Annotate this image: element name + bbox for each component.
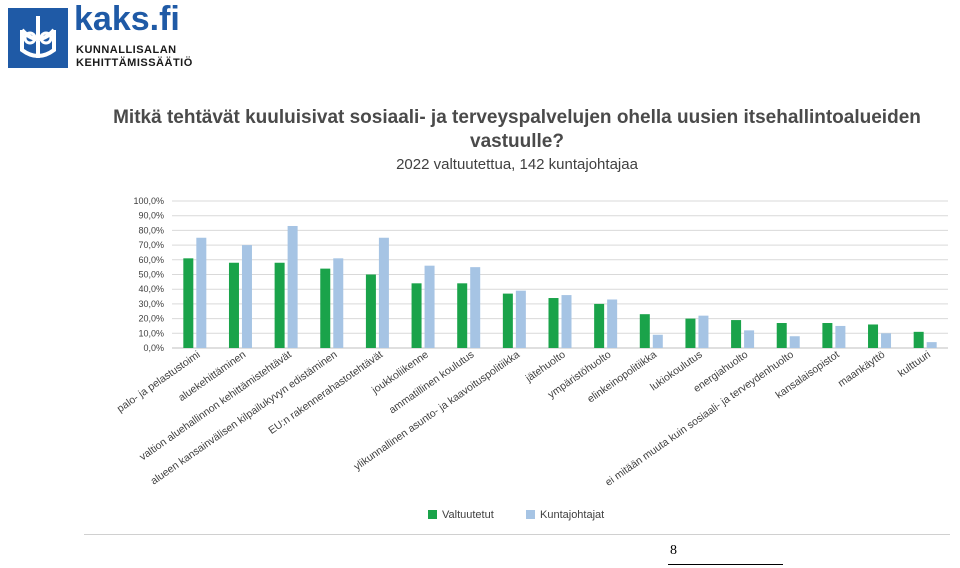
- bar-kuntajohtajat: [652, 334, 663, 348]
- bar-kuntajohtajat: [789, 336, 800, 348]
- bar-kuntajohtajat: [744, 330, 755, 348]
- chart-subtitle: 2022 valtuutettua, 142 kuntajohtajaa: [396, 156, 638, 173]
- legend-label: Valtuutetut: [442, 509, 494, 521]
- page-number-rule: [668, 564, 783, 565]
- bar-kuntajohtajat: [561, 295, 572, 348]
- bar-valtuutetut: [274, 262, 285, 348]
- bar-valtuutetut: [320, 268, 331, 348]
- bar-kuntajohtajat: [424, 265, 435, 348]
- bar-valtuutetut: [868, 324, 879, 348]
- bar-kuntajohtajat: [607, 299, 618, 348]
- y-tick-label: 20,0%: [138, 314, 164, 324]
- y-tick-label: 50,0%: [138, 270, 164, 280]
- x-category-label: maankäyttö: [836, 349, 887, 390]
- y-tick-label: 100,0%: [133, 196, 164, 206]
- bar-kuntajohtajat: [698, 315, 709, 348]
- legend-swatch: [526, 510, 535, 519]
- logo-line-1: KUNNALLISALAN: [76, 44, 177, 56]
- bar-kuntajohtajat: [287, 225, 298, 348]
- bar-valtuutetut: [548, 298, 559, 348]
- bar-valtuutetut: [776, 323, 787, 348]
- x-category-label: ylikunnallinen asunto- ja kaavoituspolit…: [352, 349, 523, 473]
- bar-kuntajohtajat: [470, 267, 481, 348]
- bar-kuntajohtajat: [196, 237, 207, 348]
- bar-valtuutetut: [365, 274, 376, 348]
- page-number: 8: [670, 543, 677, 558]
- bar-kuntajohtajat: [333, 258, 344, 348]
- y-tick-label: 10,0%: [138, 328, 164, 338]
- logo-brand: kaks.fi: [74, 0, 180, 38]
- bar-valtuutetut: [411, 283, 422, 348]
- y-tick-label: 80,0%: [138, 225, 164, 235]
- kaks-foundation-emblem-icon: [8, 8, 68, 68]
- bar-kuntajohtajat: [881, 333, 892, 348]
- kaks-logo: kaks.fi KUNNALLISALAN KEHITTÄMISSÄÄTIÖ: [8, 0, 208, 72]
- x-category-label: palo- ja pelastustoimi: [115, 349, 203, 415]
- y-tick-label: 70,0%: [138, 240, 164, 250]
- bar-kuntajohtajat: [835, 325, 846, 348]
- bar-valtuutetut: [822, 323, 833, 348]
- bar-kuntajohtajat: [926, 342, 937, 348]
- bar-valtuutetut: [457, 283, 468, 348]
- legend-label: Kuntajohtajat: [540, 509, 604, 521]
- bar-valtuutetut: [594, 303, 605, 348]
- y-tick-label: 30,0%: [138, 299, 164, 309]
- legend-swatch: [428, 510, 437, 519]
- y-tick-label: 0,0%: [143, 343, 164, 353]
- logo-line-2: KEHITTÄMISSÄÄTIÖ: [76, 57, 193, 69]
- y-tick-label: 60,0%: [138, 255, 164, 265]
- x-category-label: kulttuuri: [896, 349, 933, 380]
- bar-valtuutetut: [913, 331, 924, 348]
- bar-kuntajohtajat: [241, 245, 252, 348]
- bar-valtuutetut: [228, 262, 239, 348]
- y-tick-label: 40,0%: [138, 284, 164, 294]
- bar-valtuutetut: [639, 314, 650, 348]
- y-tick-label: 90,0%: [138, 211, 164, 221]
- chart-frame: [84, 96, 950, 535]
- bar-kuntajohtajat: [515, 290, 526, 348]
- bar-valtuutetut: [502, 293, 513, 348]
- bar-kuntajohtajat: [378, 237, 389, 348]
- bar-valtuutetut: [183, 258, 194, 348]
- bar-valtuutetut: [685, 318, 696, 348]
- chart-title: Mitkä tehtävät kuuluisivat sosiaali- ja …: [113, 107, 921, 152]
- bar-valtuutetut: [731, 320, 742, 348]
